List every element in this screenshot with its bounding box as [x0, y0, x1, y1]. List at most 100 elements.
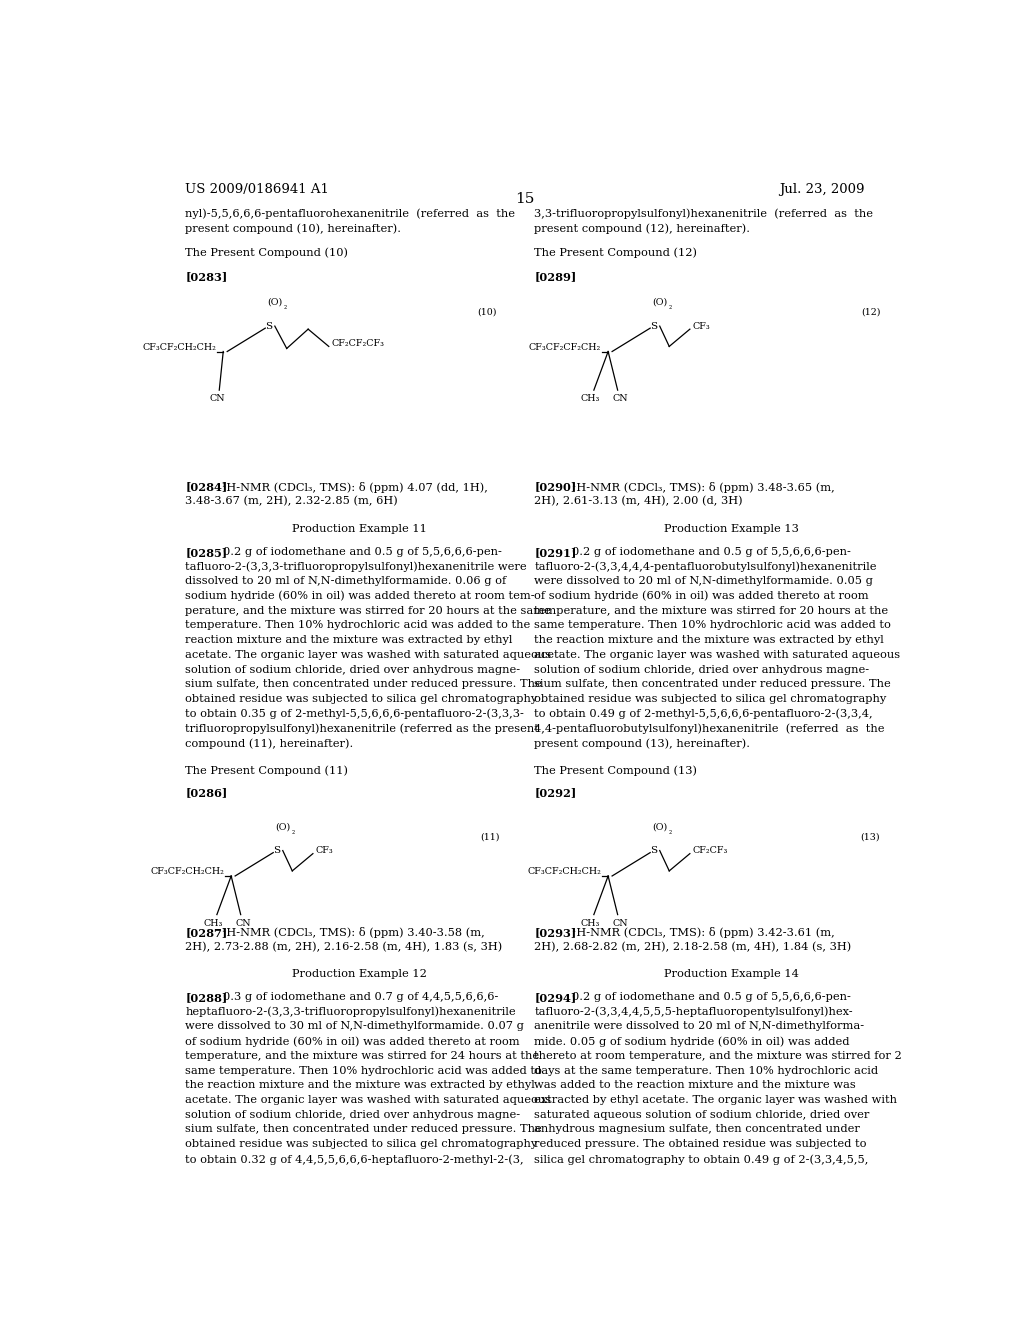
- Text: 15: 15: [515, 191, 535, 206]
- Text: mide. 0.05 g of sodium hydride (60% in oil) was added: mide. 0.05 g of sodium hydride (60% in o…: [535, 1036, 850, 1047]
- Text: trifluoropropylsulfonyl)hexanenitrile (referred as the present: trifluoropropylsulfonyl)hexanenitrile (r…: [185, 723, 539, 734]
- Text: [0287]: [0287]: [185, 927, 227, 937]
- Text: (10): (10): [477, 308, 497, 317]
- Text: (O): (O): [652, 822, 667, 832]
- Text: (O): (O): [274, 822, 290, 832]
- Text: temperature, and the mixture was stirred for 20 hours at the: temperature, and the mixture was stirred…: [535, 606, 889, 615]
- Text: Production Example 14: Production Example 14: [664, 969, 799, 979]
- Text: ₂: ₂: [669, 828, 672, 836]
- Text: CH₃: CH₃: [581, 395, 600, 403]
- Text: acetate. The organic layer was washed with saturated aqueous: acetate. The organic layer was washed wi…: [535, 649, 900, 660]
- Text: [0290]: [0290]: [535, 482, 577, 492]
- Text: [0288]: [0288]: [185, 991, 227, 1003]
- Text: thereto at room temperature, and the mixture was stirred for 2: thereto at room temperature, and the mix…: [535, 1051, 902, 1061]
- Text: 0.3 g of iodomethane and 0.7 g of 4,4,5,5,6,6,6-: 0.3 g of iodomethane and 0.7 g of 4,4,5,…: [223, 991, 499, 1002]
- Text: solution of sodium chloride, dried over anhydrous magne-: solution of sodium chloride, dried over …: [185, 1110, 520, 1119]
- Text: tafluoro-2-(3,3,3-trifluoropropylsulfonyl)hexanenitrile were: tafluoro-2-(3,3,3-trifluoropropylsulfony…: [185, 561, 526, 572]
- Text: 4,4-pentafluorobutylsulfonyl)hexanenitrile  (referred  as  the: 4,4-pentafluorobutylsulfonyl)hexanenitri…: [535, 723, 885, 734]
- Text: nyl)-5,5,6,6,6-pentafluorohexanenitrile  (referred  as  the: nyl)-5,5,6,6,6-pentafluorohexanenitrile …: [185, 209, 515, 219]
- Text: compound (11), hereinafter).: compound (11), hereinafter).: [185, 738, 353, 748]
- Text: CN: CN: [612, 919, 628, 928]
- Text: CF₃CF₂CH₂CH₂: CF₃CF₂CH₂CH₂: [151, 867, 224, 876]
- Text: S: S: [650, 846, 657, 855]
- Text: sium sulfate, then concentrated under reduced pressure. The: sium sulfate, then concentrated under re…: [185, 1125, 542, 1134]
- Text: 2H), 2.73-2.88 (m, 2H), 2.16-2.58 (m, 4H), 1.83 (s, 3H): 2H), 2.73-2.88 (m, 2H), 2.16-2.58 (m, 4H…: [185, 941, 503, 952]
- Text: CH₃: CH₃: [203, 919, 222, 928]
- Text: (12): (12): [861, 308, 881, 317]
- Text: ¹H-NMR (CDCl₃, TMS): δ (ppm) 3.42-3.61 (m,: ¹H-NMR (CDCl₃, TMS): δ (ppm) 3.42-3.61 (…: [560, 927, 835, 937]
- Text: The Present Compound (11): The Present Compound (11): [185, 766, 348, 776]
- Text: present compound (12), hereinafter).: present compound (12), hereinafter).: [535, 223, 751, 234]
- Text: [0292]: [0292]: [535, 788, 577, 799]
- Text: days at the same temperature. Then 10% hydrochloric acid: days at the same temperature. Then 10% h…: [535, 1065, 879, 1076]
- Text: to obtain 0.49 g of 2-methyl-5,5,6,6,6-pentafluoro-2-(3,3,4,: to obtain 0.49 g of 2-methyl-5,5,6,6,6-p…: [535, 709, 872, 719]
- Text: 2H), 2.68-2.82 (m, 2H), 2.18-2.58 (m, 4H), 1.84 (s, 3H): 2H), 2.68-2.82 (m, 2H), 2.18-2.58 (m, 4H…: [535, 941, 852, 952]
- Text: were dissolved to 30 ml of N,N-dimethylformamide. 0.07 g: were dissolved to 30 ml of N,N-dimethylf…: [185, 1022, 524, 1031]
- Text: CF₃: CF₃: [692, 322, 710, 330]
- Text: (11): (11): [480, 833, 500, 841]
- Text: acetate. The organic layer was washed with saturated aqueous: acetate. The organic layer was washed wi…: [185, 649, 551, 660]
- Text: ¹H-NMR (CDCl₃, TMS): δ (ppm) 3.40-3.58 (m,: ¹H-NMR (CDCl₃, TMS): δ (ppm) 3.40-3.58 (…: [211, 927, 485, 937]
- Text: sodium hydride (60% in oil) was added thereto at room tem-: sodium hydride (60% in oil) was added th…: [185, 591, 535, 602]
- Text: reduced pressure. The obtained residue was subjected to: reduced pressure. The obtained residue w…: [535, 1139, 867, 1150]
- Text: present compound (13), hereinafter).: present compound (13), hereinafter).: [535, 738, 751, 748]
- Text: Production Example 13: Production Example 13: [664, 524, 799, 535]
- Text: ¹H-NMR (CDCl₃, TMS): δ (ppm) 4.07 (dd, 1H),: ¹H-NMR (CDCl₃, TMS): δ (ppm) 4.07 (dd, 1…: [211, 482, 488, 492]
- Text: (O): (O): [267, 297, 283, 306]
- Text: The Present Compound (13): The Present Compound (13): [535, 766, 697, 776]
- Text: CF₂CF₂CF₃: CF₂CF₂CF₃: [331, 339, 384, 348]
- Text: dissolved to 20 ml of N,N-dimethylformamide. 0.06 g of: dissolved to 20 ml of N,N-dimethylformam…: [185, 576, 507, 586]
- Text: 0.2 g of iodomethane and 0.5 g of 5,5,6,6,6-pen-: 0.2 g of iodomethane and 0.5 g of 5,5,6,…: [223, 546, 502, 557]
- Text: silica gel chromatography to obtain 0.49 g of 2-(3,3,4,5,5,: silica gel chromatography to obtain 0.49…: [535, 1154, 868, 1164]
- Text: solution of sodium chloride, dried over anhydrous magne-: solution of sodium chloride, dried over …: [535, 664, 869, 675]
- Text: [0293]: [0293]: [535, 927, 577, 937]
- Text: (13): (13): [861, 833, 881, 841]
- Text: perature, and the mixture was stirred for 20 hours at the same: perature, and the mixture was stirred fo…: [185, 606, 551, 615]
- Text: obtained residue was subjected to silica gel chromatography: obtained residue was subjected to silica…: [185, 1139, 538, 1150]
- Text: saturated aqueous solution of sodium chloride, dried over: saturated aqueous solution of sodium chl…: [535, 1110, 869, 1119]
- Text: CF₃CF₂CF₂CH₂: CF₃CF₂CF₂CH₂: [528, 343, 601, 352]
- Text: S: S: [650, 322, 657, 330]
- Text: CF₃CF₂CH₂CH₂: CF₃CF₂CH₂CH₂: [527, 867, 601, 876]
- Text: acetate. The organic layer was washed with saturated aqueous: acetate. The organic layer was washed wi…: [185, 1096, 551, 1105]
- Text: the reaction mixture and the mixture was extracted by ethyl: the reaction mixture and the mixture was…: [535, 635, 884, 645]
- Text: to obtain 0.32 g of 4,4,5,5,6,6,6-heptafluoro-2-methyl-2-(3,: to obtain 0.32 g of 4,4,5,5,6,6,6-heptaf…: [185, 1154, 523, 1164]
- Text: solution of sodium chloride, dried over anhydrous magne-: solution of sodium chloride, dried over …: [185, 664, 520, 675]
- Text: [0283]: [0283]: [185, 271, 227, 281]
- Text: temperature, and the mixture was stirred for 24 hours at the: temperature, and the mixture was stirred…: [185, 1051, 540, 1061]
- Text: CH₃: CH₃: [581, 919, 600, 928]
- Text: tafluoro-2-(3,3,4,4,4-pentafluorobutylsulfonyl)hexanenitrile: tafluoro-2-(3,3,4,4,4-pentafluorobutylsu…: [535, 561, 877, 572]
- Text: Jul. 23, 2009: Jul. 23, 2009: [779, 183, 864, 197]
- Text: 2H), 2.61-3.13 (m, 4H), 2.00 (d, 3H): 2H), 2.61-3.13 (m, 4H), 2.00 (d, 3H): [535, 496, 743, 507]
- Text: was added to the reaction mixture and the mixture was: was added to the reaction mixture and th…: [535, 1080, 856, 1090]
- Text: sium sulfate, then concentrated under reduced pressure. The: sium sulfate, then concentrated under re…: [185, 680, 542, 689]
- Text: 3.48-3.67 (m, 2H), 2.32-2.85 (m, 6H): 3.48-3.67 (m, 2H), 2.32-2.85 (m, 6H): [185, 496, 398, 507]
- Text: CF₂CF₃: CF₂CF₃: [692, 846, 728, 855]
- Text: Production Example 11: Production Example 11: [292, 524, 427, 535]
- Text: obtained residue was subjected to silica gel chromatography: obtained residue was subjected to silica…: [185, 694, 538, 704]
- Text: The Present Compound (10): The Present Compound (10): [185, 247, 348, 257]
- Text: [0285]: [0285]: [185, 546, 227, 557]
- Text: same temperature. Then 10% hydrochloric acid was added to: same temperature. Then 10% hydrochloric …: [185, 1065, 542, 1076]
- Text: of sodium hydride (60% in oil) was added thereto at room: of sodium hydride (60% in oil) was added…: [185, 1036, 520, 1047]
- Text: S: S: [273, 846, 281, 855]
- Text: same temperature. Then 10% hydrochloric acid was added to: same temperature. Then 10% hydrochloric …: [535, 620, 891, 631]
- Text: 3,3-trifluoropropylsulfonyl)hexanenitrile  (referred  as  the: 3,3-trifluoropropylsulfonyl)hexanenitril…: [535, 209, 873, 219]
- Text: heptafluoro-2-(3,3,3-trifluoropropylsulfonyl)hexanenitrile: heptafluoro-2-(3,3,3-trifluoropropylsulf…: [185, 1007, 516, 1018]
- Text: The Present Compound (12): The Present Compound (12): [535, 247, 697, 257]
- Text: [0291]: [0291]: [535, 546, 577, 557]
- Text: of sodium hydride (60% in oil) was added thereto at room: of sodium hydride (60% in oil) was added…: [535, 591, 869, 602]
- Text: ¹H-NMR (CDCl₃, TMS): δ (ppm) 3.48-3.65 (m,: ¹H-NMR (CDCl₃, TMS): δ (ppm) 3.48-3.65 (…: [560, 482, 835, 492]
- Text: US 2009/0186941 A1: US 2009/0186941 A1: [185, 183, 329, 197]
- Text: [0284]: [0284]: [185, 482, 227, 492]
- Text: present compound (10), hereinafter).: present compound (10), hereinafter).: [185, 223, 401, 234]
- Text: CN: CN: [209, 395, 224, 403]
- Text: 0.2 g of iodomethane and 0.5 g of 5,5,6,6,6-pen-: 0.2 g of iodomethane and 0.5 g of 5,5,6,…: [572, 991, 851, 1002]
- Text: to obtain 0.35 g of 2-methyl-5,5,6,6,6-pentafluoro-2-(3,3,3-: to obtain 0.35 g of 2-methyl-5,5,6,6,6-p…: [185, 709, 524, 719]
- Text: ₂: ₂: [669, 304, 672, 312]
- Text: CN: CN: [612, 395, 628, 403]
- Text: were dissolved to 20 ml of N,N-dimethylformamide. 0.05 g: were dissolved to 20 ml of N,N-dimethylf…: [535, 576, 873, 586]
- Text: extracted by ethyl acetate. The organic layer was washed with: extracted by ethyl acetate. The organic …: [535, 1096, 897, 1105]
- Text: the reaction mixture and the mixture was extracted by ethyl: the reaction mixture and the mixture was…: [185, 1080, 535, 1090]
- Text: CN: CN: [236, 919, 251, 928]
